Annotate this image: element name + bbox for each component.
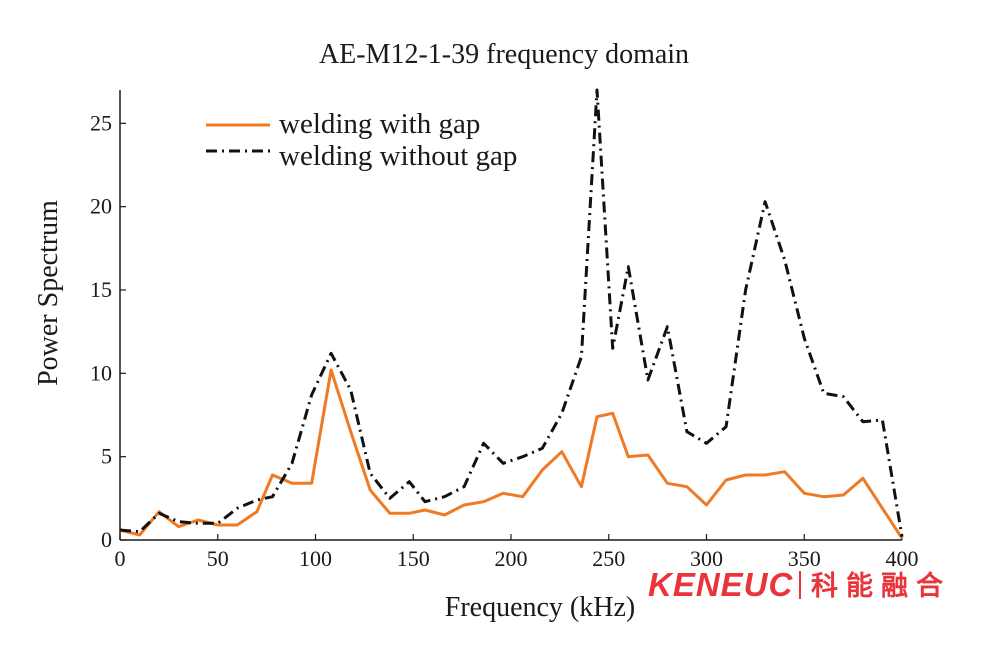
- chart-title: AE-M12-1-39 frequency domain: [319, 39, 689, 70]
- x-tick-label: 50: [207, 546, 229, 571]
- watermark: KENEUC 科能融合: [648, 566, 951, 603]
- y-axis-title: Power Spectrum: [33, 200, 64, 386]
- x-axis-title: Frequency (kHz): [445, 592, 635, 623]
- x-tick-label: 400: [886, 546, 919, 571]
- y-axis-ticks: 0 5 10 15 20 25: [90, 110, 126, 552]
- y-tick-label: 15: [90, 277, 112, 302]
- x-tick-label: 250: [592, 546, 625, 571]
- y-tick-label: 20: [90, 194, 112, 219]
- x-tick-label: 100: [299, 546, 332, 571]
- x-tick-label: 300: [690, 546, 723, 571]
- x-tick-label: 0: [115, 546, 126, 571]
- y-tick-label: 10: [90, 360, 112, 385]
- x-tick-label: 150: [397, 546, 430, 571]
- watermark-latin: KENEUC: [648, 566, 794, 603]
- x-tick-label: 350: [788, 546, 821, 571]
- y-tick-label: 0: [101, 527, 112, 552]
- x-tick-label: 200: [495, 546, 528, 571]
- legend-label-with-gap: welding with gap: [279, 108, 480, 140]
- watermark-cjk: 科能融合: [811, 570, 951, 602]
- y-tick-label: 5: [101, 444, 112, 469]
- legend-label-without-gap: welding without gap: [279, 140, 517, 172]
- legend: welding with gap welding without gap: [206, 108, 517, 172]
- plot-area: [119, 88, 904, 540]
- x-axis-ticks: 0 50 100 150 200 250 300 350 400: [115, 534, 919, 571]
- series-line-with-gap: [119, 368, 904, 540]
- y-tick-label: 25: [90, 110, 112, 135]
